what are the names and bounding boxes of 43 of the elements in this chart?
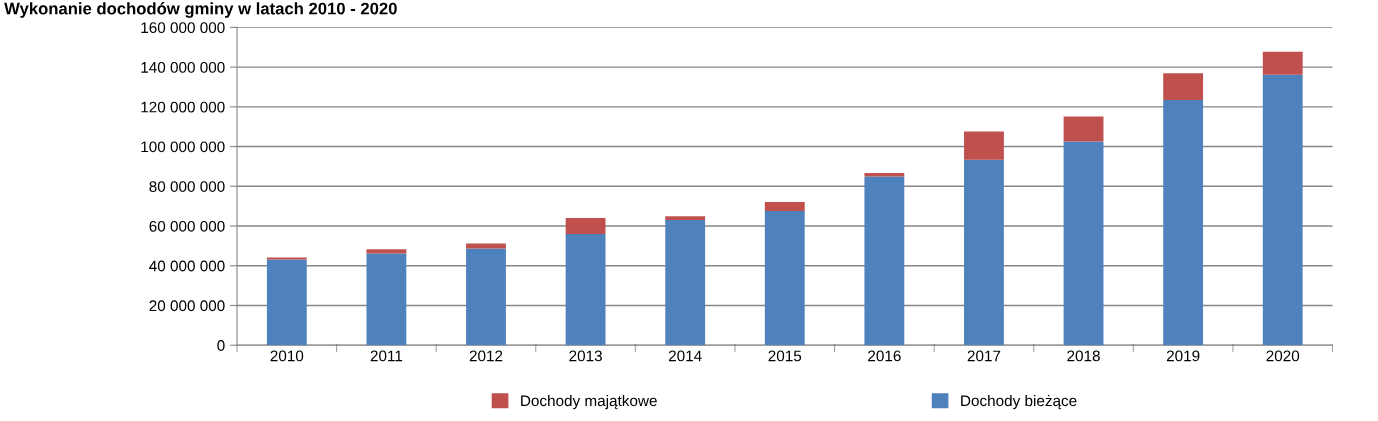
bar <box>764 210 805 346</box>
bar <box>1163 73 1204 101</box>
x-tick-label: 2017 <box>967 350 1001 362</box>
x-tick-label: 2019 <box>1166 350 1200 362</box>
bar <box>565 218 606 234</box>
y-tick-label: 140 000 000 <box>141 61 225 73</box>
y-tick-label: 0 <box>217 340 225 351</box>
x-tick-label: 2014 <box>668 350 702 362</box>
y-tick-label: 60 000 000 <box>149 220 225 232</box>
bar <box>665 216 706 221</box>
bar <box>964 159 1004 346</box>
bar <box>1163 100 1204 346</box>
y-tick-label: 80 000 000 <box>149 181 225 192</box>
bar <box>1063 116 1104 142</box>
x-tick-label: 2010 <box>270 350 304 362</box>
bar <box>1262 51 1303 75</box>
legend-label: Dochody majątkowe <box>521 394 657 410</box>
chart-title: Wykonanie dochodów gminy w latach 2010 - 2020 <box>4 2 397 18</box>
bar <box>266 259 307 346</box>
bar <box>864 172 905 177</box>
bar <box>1262 74 1303 346</box>
bar <box>864 176 905 346</box>
bar <box>565 233 606 346</box>
x-tick-label: 2013 <box>569 350 602 362</box>
bar <box>366 249 407 254</box>
y-tick-label: 100 000 000 <box>141 141 225 153</box>
y-tick-label: 120 000 000 <box>141 101 225 113</box>
bar <box>466 248 506 346</box>
bar <box>366 253 407 346</box>
x-tick-label: 2016 <box>868 350 901 362</box>
y-tick-label: 40 000 000 <box>149 260 225 272</box>
bar <box>665 220 706 346</box>
legend-label: Dochody bieżące <box>961 394 1077 410</box>
x-tick-label: 2020 <box>1266 350 1300 362</box>
x-tick-label: 2011 <box>370 350 403 362</box>
y-tick-label: 160 000 000 <box>141 22 225 34</box>
bar <box>964 131 1004 160</box>
y-tick-label: 20 000 000 <box>149 300 225 312</box>
bar <box>764 201 805 211</box>
bar <box>1063 141 1104 346</box>
x-tick-label: 2015 <box>768 350 802 362</box>
x-tick-label: 2018 <box>1067 350 1100 362</box>
x-tick-label: 2012 <box>469 350 503 362</box>
